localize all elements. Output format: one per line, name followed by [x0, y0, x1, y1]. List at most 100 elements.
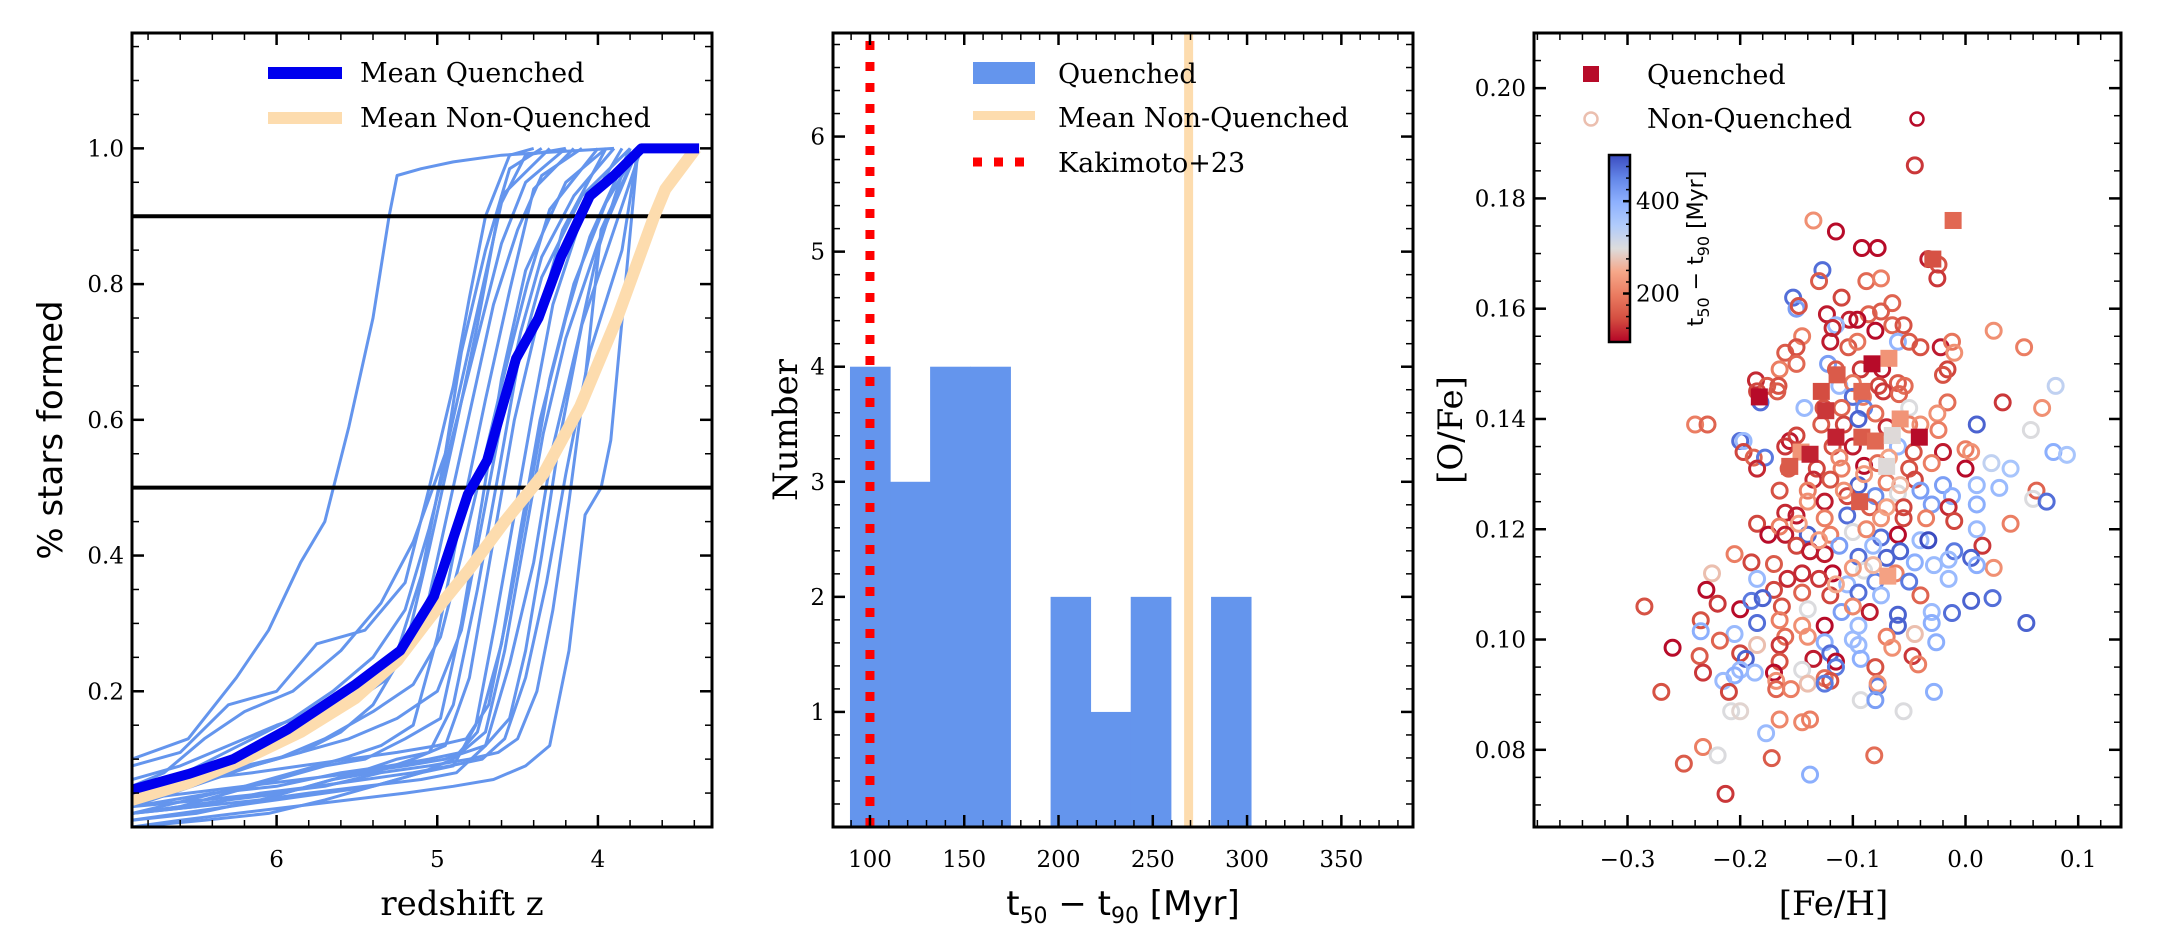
nonquenched-point	[1967, 556, 1986, 575]
legend: Mean Quenched Mean Non-Quenched	[268, 58, 651, 134]
individual-quenched-line	[132, 147, 640, 809]
individual-quenched-line	[132, 148, 640, 827]
colorbar-label-sub-50: 50	[1694, 297, 1713, 317]
x-tick-label: 300	[1225, 847, 1269, 873]
nonquenched-point	[1843, 630, 1862, 649]
nonquenched-point	[1839, 338, 1858, 357]
nonquenched-point	[2021, 421, 2040, 439]
nonquenched-point	[1866, 658, 1885, 677]
nonquenched-point	[2017, 613, 2036, 632]
nonquenched-point	[1759, 525, 1778, 544]
nonquenched-point	[1826, 316, 1845, 335]
nonquenched-point	[1927, 633, 1946, 652]
nonquenched-point	[1962, 591, 1981, 610]
colorbar-label-sub-90: 90	[1694, 236, 1713, 256]
x-axis-label-minus-t: − t	[1048, 884, 1111, 924]
nonquenched-point	[1891, 476, 1910, 495]
nonquenched-point	[1922, 602, 1941, 621]
plot-area	[1635, 156, 2076, 803]
nonquenched-point	[1849, 409, 1868, 428]
nonquenched-point	[1883, 316, 1902, 335]
nonquenched-point	[1990, 478, 2009, 497]
legend-marker-nonquenched-circle	[1583, 111, 1599, 127]
histogram-bar	[1211, 596, 1252, 827]
nonquenched-point	[1905, 553, 1924, 572]
nonquenched-point	[1635, 597, 1654, 616]
nonquenched-point	[1868, 674, 1887, 693]
quenched-point	[1866, 432, 1884, 450]
nonquenched-point	[1810, 569, 1829, 588]
nonquenched-point	[1663, 638, 1682, 657]
nonquenched-point	[1933, 443, 1952, 462]
nonquenched-point	[1748, 636, 1767, 655]
y-tick-label: 5	[810, 240, 825, 266]
histogram-bar	[1050, 596, 1092, 827]
x-axis-label-unit: [Myr]	[1139, 884, 1240, 924]
axes-frame	[1532, 31, 2123, 829]
quenched-point	[1863, 355, 1881, 373]
legend-marker-nonquenched-circle-dark	[1909, 111, 1925, 127]
nonquenched-point	[2001, 514, 2020, 533]
nonquenched-point	[1855, 465, 1874, 484]
nonquenched-point	[1748, 514, 1767, 533]
axes: −0.3 −0.2 −0.1 0.0 0.1 0.08 0.10 0.12 0.14 0.16 0.…	[1475, 31, 2123, 873]
x-tick-label: 0.1	[2060, 847, 2097, 873]
nonquenched-point	[1984, 558, 2003, 577]
nonquenched-point	[1725, 625, 1744, 644]
nonquenched-point	[1731, 600, 1750, 619]
nonquenched-point	[1798, 627, 1817, 646]
histogram-bar	[1130, 596, 1172, 827]
colorbar-label-t: t	[1684, 317, 1709, 326]
nonquenched-point	[1776, 525, 1795, 544]
nonquenched-point	[1690, 647, 1709, 666]
nonquenched-point	[1924, 682, 1943, 701]
quenched-point	[1883, 427, 1901, 445]
colorbar-ticks: 200 400	[1623, 165, 1680, 329]
nonquenched-point	[1848, 310, 1867, 329]
nonquenched-point	[1973, 536, 1992, 555]
y-tick-label: 0.10	[1475, 628, 1526, 654]
nonquenched-point	[2001, 459, 2020, 478]
nonquenched-point	[1888, 605, 1907, 624]
x-axis-label-t: t	[1006, 884, 1019, 924]
nonquenched-point	[1993, 393, 2012, 412]
nonquenched-point	[1716, 784, 1735, 803]
x-axis-label: redshift z	[380, 884, 543, 924]
individual-quenched-line	[132, 147, 616, 788]
nonquenched-point	[1967, 476, 1986, 495]
x-tick-label: 4	[591, 847, 606, 873]
nonquenched-point	[1798, 674, 1817, 693]
nonquenched-point	[2037, 492, 2056, 511]
nonquenched-point	[1826, 652, 1845, 671]
nonquenched-point	[1795, 398, 1814, 417]
nonquenched-point	[1911, 481, 1930, 500]
nonquenched-point	[1905, 156, 1924, 175]
nonquenched-point	[1770, 360, 1789, 379]
quenched-point	[1851, 493, 1869, 511]
nonquenched-point	[1719, 682, 1738, 701]
nonquenched-point	[1815, 509, 1834, 528]
nonquenched-point	[1778, 569, 1797, 588]
plot-area	[849, 33, 1252, 827]
nonquenched-point	[1900, 398, 1919, 417]
nonquenched-point	[1703, 564, 1722, 583]
panel-left-cumulative-sfh: 6 5 4 0.2 0.4 0.6 0.8 1.0 redshift z % stars fo…	[31, 31, 714, 924]
nonquenched-point	[1865, 746, 1884, 765]
legend-label-quenched: Quenched	[1647, 60, 1786, 91]
nonquenched-point	[1787, 354, 1806, 373]
nonquenched-point	[1748, 613, 1767, 632]
nonquenched-point	[1798, 481, 1817, 500]
nonquenched-point	[1928, 269, 1947, 288]
points-group	[1635, 156, 2076, 803]
nonquenched-point	[1652, 682, 1671, 701]
nonquenched-point	[1742, 591, 1761, 610]
colorbar-gradient	[1607, 153, 1632, 344]
legend-swatch-mean-nonquenched	[268, 112, 342, 124]
y-tick-label: 0.2	[87, 679, 124, 705]
nonquenched-point	[1894, 316, 1913, 335]
individual-quenched-line	[132, 147, 632, 822]
y-tick-label: 0.18	[1475, 186, 1526, 212]
nonquenched-point	[1872, 269, 1891, 288]
nonquenched-point	[1798, 600, 1817, 619]
nonquenched-point	[1710, 631, 1729, 650]
